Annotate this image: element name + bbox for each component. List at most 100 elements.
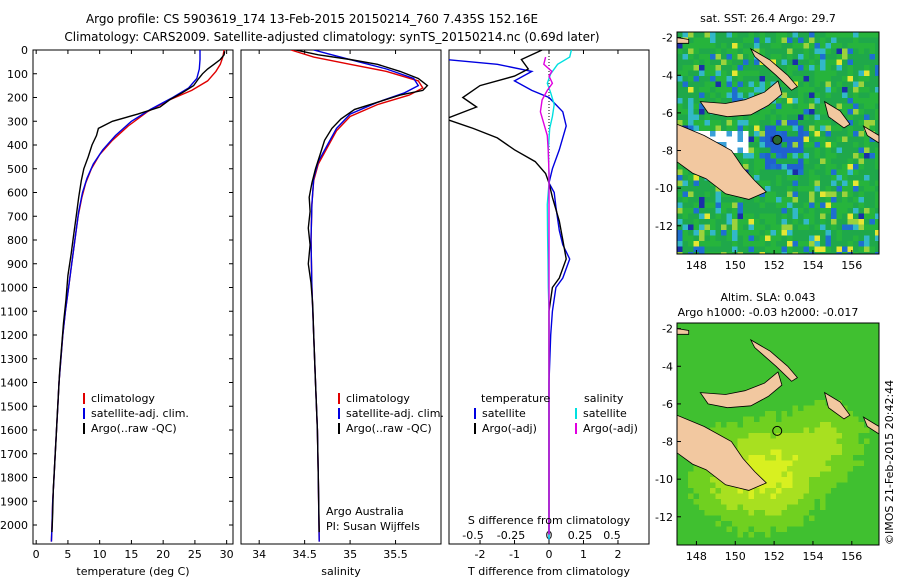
map-cell [803, 438, 810, 445]
map-cell [831, 482, 837, 489]
map-cell [853, 323, 859, 329]
map-cell [825, 92, 832, 99]
map-cell [803, 427, 810, 434]
map-cell [693, 471, 700, 478]
map-cell [847, 339, 854, 346]
map-cell [682, 103, 689, 110]
map-cell [748, 328, 755, 335]
map-cell [847, 81, 854, 88]
map-cell [715, 323, 722, 329]
map-cell [809, 449, 815, 456]
map-cell [875, 383, 879, 390]
map-cell [743, 345, 749, 351]
map-cell [831, 493, 837, 500]
map-cell [748, 361, 755, 368]
map-cell [858, 471, 865, 478]
map-cell [858, 175, 865, 181]
map-cell [754, 175, 760, 181]
map-cell [787, 438, 793, 445]
map-cell [820, 345, 826, 351]
map-cell [847, 136, 854, 143]
map-cell [748, 488, 755, 494]
map-cell [831, 515, 837, 522]
map-cell [688, 499, 694, 505]
map-cell [765, 422, 771, 428]
map-cell [842, 510, 848, 516]
map-cell [704, 389, 711, 395]
map-cell [858, 427, 865, 434]
map-cell [825, 521, 832, 527]
map-cell [677, 76, 683, 82]
map-cell [864, 65, 870, 71]
map-cell [809, 246, 815, 253]
map-cell [853, 427, 859, 434]
map-cell [809, 120, 815, 126]
map-cell [677, 334, 683, 340]
map-cell [688, 515, 694, 522]
map-cell [858, 252, 865, 254]
map-cell [754, 125, 760, 132]
map-cell [688, 224, 694, 231]
map-cell [864, 158, 870, 165]
map-cell [704, 471, 711, 478]
map-cell [825, 510, 832, 516]
map-cell [869, 43, 876, 49]
map-cell [820, 383, 826, 390]
map-cell [759, 361, 766, 368]
map-cell [798, 488, 804, 494]
map-cell [825, 405, 832, 412]
map-cell [732, 499, 738, 505]
map-cell [748, 136, 755, 143]
x-tick-label: 35.5 [383, 548, 408, 561]
map-cell [781, 449, 788, 456]
map-cell [869, 202, 876, 209]
map-cell [776, 532, 782, 538]
map-cell [792, 191, 799, 198]
map-cell [754, 526, 760, 533]
map-cell [814, 241, 821, 247]
map-cell [814, 521, 821, 527]
map-cell [710, 493, 716, 500]
map-cell [853, 92, 859, 99]
map-cell [847, 532, 854, 538]
map-cell [853, 521, 859, 527]
map-cell [858, 526, 865, 533]
depth-tick-label: 1100 [0, 305, 28, 318]
map-cell [858, 394, 865, 401]
map-cell [842, 466, 848, 472]
map-cell [787, 389, 793, 395]
map-cell [831, 521, 837, 527]
map-cell [875, 81, 879, 88]
map-cell [820, 164, 826, 170]
map-cell [858, 400, 865, 406]
map-cell [825, 175, 832, 181]
sla-map-title: Altim. SLA: 0.043 [720, 291, 815, 304]
map-cell [831, 125, 837, 132]
map-cell [798, 48, 804, 55]
map-cell [704, 345, 711, 351]
map-cell [798, 186, 804, 192]
map-cell [688, 180, 694, 187]
map-cell [682, 76, 689, 82]
map-cell [710, 65, 716, 71]
map-cell [875, 48, 879, 55]
map-cell [693, 466, 700, 472]
map-cell [704, 372, 711, 379]
map-cell [842, 98, 848, 104]
imos-credit: ©IMOS 21-Feb-2015 20:42:44 [883, 380, 896, 545]
map-cell [721, 230, 727, 236]
map-cell [699, 411, 705, 417]
map-cell [820, 427, 826, 434]
map-cell [743, 252, 749, 254]
map-cell [792, 433, 799, 439]
map-cell [715, 191, 722, 198]
map-cell [754, 37, 760, 44]
map-cell [737, 356, 744, 362]
map-cell [776, 180, 782, 187]
map-cell [759, 367, 766, 373]
map-cell [803, 504, 810, 511]
map-cell [693, 328, 700, 335]
map-cell [715, 488, 722, 494]
operator-annotation: Argo Australia [326, 505, 404, 518]
map-cell [732, 521, 738, 527]
